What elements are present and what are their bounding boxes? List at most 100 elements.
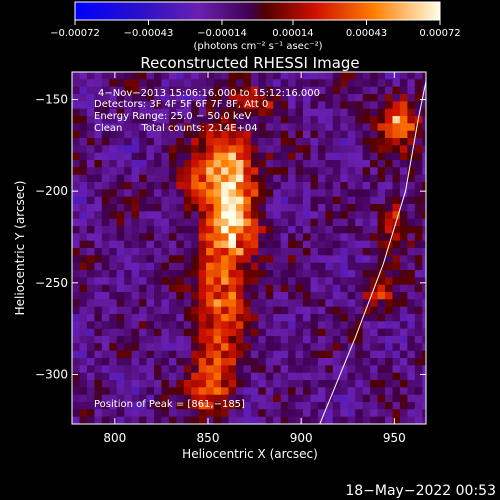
heatmap-cell <box>303 306 312 315</box>
heatmap-cell <box>392 160 401 168</box>
heatmap-cell <box>124 189 133 198</box>
heatmap-cell <box>265 160 274 168</box>
heatmap-cell <box>161 72 170 80</box>
heatmap-cell <box>236 365 245 374</box>
heatmap-cell <box>79 233 88 242</box>
heatmap-cell <box>332 182 341 190</box>
heatmap-cell <box>325 130 334 139</box>
heatmap-cell <box>430 241 438 249</box>
heatmap-cell <box>295 86 304 95</box>
heatmap-cell <box>228 255 237 264</box>
heatmap-cell <box>101 387 110 396</box>
heatmap-cell <box>258 270 267 278</box>
heatmap-cell <box>86 189 95 198</box>
heatmap-cell <box>399 255 408 264</box>
heatmap-cell <box>146 248 155 256</box>
heatmap-cell <box>72 314 81 322</box>
heatmap-cell <box>273 321 282 330</box>
heatmap-cell <box>139 365 148 374</box>
heatmap-cell <box>176 123 185 132</box>
heatmap-cell <box>124 255 133 264</box>
heatmap-cell <box>147 424 155 432</box>
heatmap-cell <box>79 306 88 315</box>
heatmap-cell <box>310 336 319 344</box>
heatmap-cell <box>213 160 222 168</box>
heatmap-cell <box>258 277 267 286</box>
heatmap-cell <box>86 365 95 374</box>
heatmap-cell <box>385 314 394 322</box>
heatmap-cell <box>265 123 274 132</box>
heatmap-cell <box>273 182 282 190</box>
heatmap-cell <box>399 336 408 344</box>
heatmap-cell <box>407 387 416 396</box>
heatmap-cell <box>399 262 408 271</box>
heatmap-cell <box>124 86 133 95</box>
heatmap-cell <box>414 123 423 132</box>
heatmap-cell <box>430 145 438 153</box>
heatmap-cell <box>273 409 282 418</box>
x-tick-label: 950 <box>383 431 406 445</box>
heatmap-cell <box>392 248 401 256</box>
heatmap-cell <box>422 424 430 432</box>
heatmap-cell <box>355 409 364 418</box>
heatmap-cell <box>288 328 297 337</box>
heatmap-cell <box>325 108 334 117</box>
heatmap-cell <box>116 226 125 234</box>
heatmap-cell <box>392 416 401 424</box>
heatmap-cell <box>101 284 110 293</box>
heatmap-cell <box>109 123 118 132</box>
heatmap-cell <box>72 204 81 212</box>
heatmap-cell <box>131 196 140 205</box>
heatmap-cell <box>288 167 297 176</box>
heatmap-cell <box>94 314 103 322</box>
heatmap-cell <box>101 343 110 352</box>
heatmap-cell <box>407 255 416 264</box>
heatmap-cell <box>124 167 133 176</box>
heatmap-cell <box>161 94 170 102</box>
heatmap-cell <box>161 387 170 396</box>
heatmap-cell <box>355 380 364 388</box>
heatmap-cell <box>317 86 326 95</box>
heatmap-cell <box>131 145 140 154</box>
heatmap-cell <box>392 218 401 227</box>
heatmap-cell <box>79 123 88 132</box>
heatmap-cell <box>206 189 215 198</box>
heatmap-cell <box>87 424 95 432</box>
heatmap-cell <box>407 138 416 146</box>
heatmap-cell <box>146 130 155 139</box>
heatmap-cell <box>116 79 125 88</box>
heatmap-cell <box>362 138 371 146</box>
heatmap-cell <box>332 314 341 322</box>
heatmap-cell <box>385 299 394 308</box>
heatmap-cell <box>310 160 319 168</box>
heatmap-cell <box>422 145 426 154</box>
heatmap-cell <box>280 409 289 418</box>
heatmap-cell <box>228 94 237 102</box>
heatmap-cell <box>198 336 207 344</box>
heatmap-cell <box>288 321 297 330</box>
heatmap-cell <box>399 402 408 410</box>
heatmap-cell <box>191 167 200 176</box>
heatmap-cell <box>399 248 408 256</box>
heatmap-cell <box>221 94 230 102</box>
heatmap-cell <box>213 394 222 403</box>
heatmap-cell <box>154 196 163 205</box>
heatmap-cell <box>355 248 364 256</box>
heatmap-cell <box>280 233 289 242</box>
heatmap-cell <box>340 380 349 388</box>
heatmap-cell <box>161 350 170 359</box>
heatmap-cell <box>154 350 163 359</box>
heatmap-cell <box>86 218 95 227</box>
heatmap-cell <box>407 306 416 315</box>
heatmap-cell <box>183 130 192 139</box>
heatmap-cell <box>168 277 177 286</box>
heatmap-cell <box>206 372 215 381</box>
heatmap-cell <box>258 409 267 418</box>
heatmap-cell <box>243 262 252 271</box>
heatmap-cell <box>303 123 312 132</box>
heatmap-cell <box>414 416 423 424</box>
heatmap-cell <box>332 79 341 88</box>
heatmap-cell <box>273 101 282 110</box>
heatmap-cell <box>317 350 326 359</box>
heatmap-cell <box>422 299 426 308</box>
